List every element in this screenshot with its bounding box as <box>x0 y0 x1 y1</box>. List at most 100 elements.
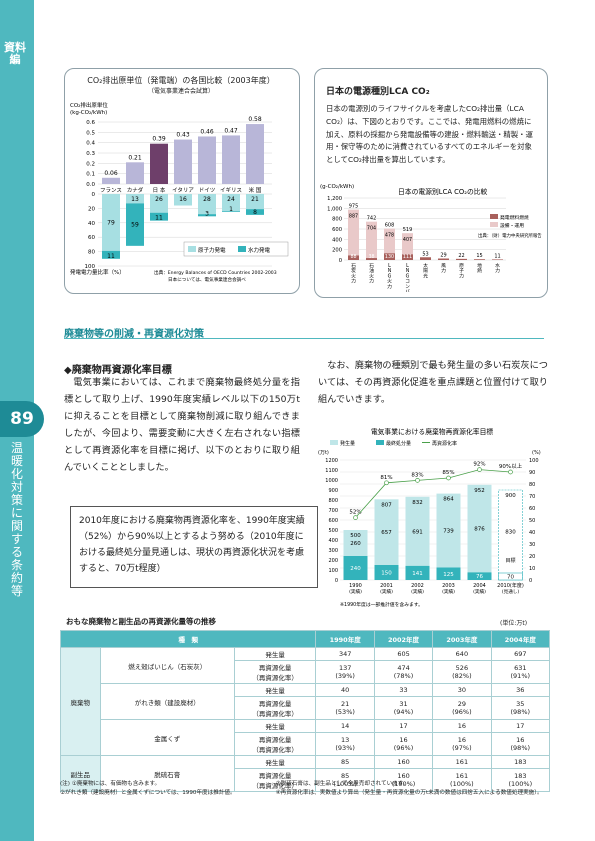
header-cell: 種 類 <box>59 630 317 648</box>
c1-nuclear-label: 21 <box>251 196 259 203</box>
c3-rate-label: 81% <box>380 475 392 481</box>
c3-ytick-left: 1200 <box>325 458 338 464</box>
c2-total-label: 608 <box>385 223 395 229</box>
c2-source-label: 地熱 <box>477 262 482 274</box>
c2-legend-fuel: 発電燃料燃焼 <box>500 214 529 221</box>
c1-co2-bar <box>150 143 168 184</box>
c3-rate-label: 85% <box>442 470 454 476</box>
c2-facility-label: 88 <box>350 254 356 260</box>
item-name-cell: 金属くず <box>99 719 235 756</box>
c3-target-label: 目標 <box>505 557 515 564</box>
c3-year-label: 2010(年度) <box>497 582 524 589</box>
c3-year-label: 2003 <box>442 583 455 589</box>
c1-hydro-bar <box>246 209 264 215</box>
c1-country-label: カナダ <box>127 186 144 194</box>
c3-legend-label: 発生量 <box>340 440 355 447</box>
c3-disposal-label: 150 <box>381 571 392 577</box>
c2-ytick: 1,000 <box>327 206 342 212</box>
c1-legend-hydro-swatch <box>238 246 246 252</box>
c3-generation-label: 952 <box>474 488 485 494</box>
value-cell: 35 (98%) <box>490 696 551 720</box>
row-label: 発生量 <box>233 683 317 697</box>
c2-total-label: 11 <box>494 253 500 259</box>
c2-total-label: 15 <box>476 253 482 259</box>
c3-rate-point <box>353 515 358 520</box>
c1-nuclear-label: 79 <box>107 219 115 226</box>
c2-total-bar <box>492 259 503 260</box>
c1-legend-nuclear: 原子力発電 <box>198 246 226 254</box>
c2-fuel-bar <box>384 228 395 254</box>
c1-hydro-bar <box>198 214 216 217</box>
item-name-cell: 脱硫石膏 <box>99 755 235 792</box>
c1-country-label: ドイツ <box>199 188 216 194</box>
c2-fuel-label: 887 <box>349 214 358 220</box>
c1-co2-label: 0.47 <box>224 127 238 134</box>
c2-total-label: 29 <box>440 253 446 259</box>
c3-ytick-right: 0 <box>529 578 532 584</box>
c1-btick: 80 <box>88 250 95 256</box>
subheading: ◆廃棄物再資源化率目標 <box>64 365 172 376</box>
c1-ytick: 0.4 <box>86 141 95 147</box>
table-header-row: 種 類 1990年度 2002年度 2003年度 2004年度 <box>59 630 551 648</box>
recycling-table: 種 類 1990年度 2002年度 2003年度 2004年度 廃棄物 燃え殻ばいじん（石炭… <box>59 630 551 792</box>
side-title: 温暖化対策に関する条約等 <box>10 441 23 598</box>
c1-nuclear-label: 26 <box>155 196 163 203</box>
c3-disposal-bar <box>374 565 399 580</box>
c1-co2-bar <box>222 135 240 184</box>
c2-source-note: 出典：（財）電力中央研究所報告 <box>478 232 542 239</box>
c2-legend-facility-swatch <box>490 222 498 227</box>
value-cell: 29 (96%) <box>432 696 492 720</box>
c1-ytick: 0.3 <box>86 151 95 157</box>
c2-facility-label: 111 <box>403 254 412 260</box>
table-notes: (注) ①廃棄物には、有価物も含みます。 ②がれき類（建設廃材）と金属くずについて… <box>60 780 543 798</box>
value-cell: 183 (100%) <box>490 768 551 792</box>
value-cell: 347 <box>315 647 375 661</box>
value-cell: 161 <box>432 755 492 769</box>
c3-ytick-left: 0 <box>335 578 338 584</box>
c2-legend-fuel-swatch <box>490 214 498 219</box>
c3-ytick-left: 1100 <box>325 468 338 474</box>
c1-ytick: 0.2 <box>86 161 95 167</box>
c1-yunit: (kg-CO₂/kWh) <box>70 110 107 116</box>
c3-ytick-right: 10 <box>529 566 535 572</box>
c3-rate-point <box>384 480 389 486</box>
table-unit: (単位:万t) <box>500 620 528 627</box>
c1-co2-label: 0.21 <box>128 154 142 161</box>
c3-year-sub: (実績) <box>380 588 393 595</box>
c1-nuclear-bar <box>150 194 168 213</box>
c2-fuel-label: 704 <box>367 226 376 232</box>
page-number: 89 <box>0 401 44 437</box>
value-cell: 21 (53%) <box>315 696 375 720</box>
c2-source-label: 太陽光 <box>423 262 428 279</box>
c1-co2-label: 0.39 <box>152 136 166 143</box>
value-cell: 85 <box>315 755 375 769</box>
value-cell: 16 (96%) <box>373 732 434 756</box>
c3-disposal-bar <box>405 565 430 580</box>
row-label: 発生量 <box>233 755 317 769</box>
c3-reuse-label: 657 <box>381 530 392 536</box>
table-row: 再資源化量 （再資源化率） 13 (93%) 16 (96%) 16 (97%) 16 (98%) <box>61 732 551 756</box>
table-row: がれき類（建設廃材） 発生量 40 33 30 36 <box>61 683 551 720</box>
paragraph-2: なお、廃棄物の種類別で最も発生量の多い石炭灰については、その再資源化促進を重点課… <box>318 360 548 405</box>
c3-disposal-bar <box>467 572 492 580</box>
c3-generation-label: 500 <box>350 533 361 539</box>
c1-ytick: 0.0 <box>86 182 95 188</box>
c1-hydro-bar <box>102 250 120 259</box>
note-4: ④再資源化率は、実数値より算出（発生量・再資源化量の万t未満の数値は四捨五入によ… <box>275 790 543 796</box>
table-row: 再資源化量 （再資源化率） 85 (100%) 160 (100%) 161 (100%) 18… <box>61 768 551 792</box>
c1-title: CO₂排出原単位（発電端）の各国比較（2003年度） <box>87 76 275 85</box>
c1-nuclear-label: 28 <box>203 196 211 203</box>
c1-legend-box <box>183 241 289 257</box>
section-heading: 廃棄物等の削減・再資源化対策 <box>64 329 204 340</box>
c3-disposal-label: 240 <box>350 566 361 572</box>
c1-nuclear-bar <box>126 194 144 204</box>
c2-source-label: 原子力 <box>459 263 464 279</box>
c3-year-sub: (実績) <box>442 588 455 595</box>
c3-generation-bar <box>467 484 492 580</box>
c1-co2-label: 0.58 <box>248 116 262 123</box>
c1-nuclear-bar <box>222 194 240 212</box>
c3-title: 電気事業における廃棄物再資源化率目標 <box>371 427 494 436</box>
c3-ytick-left: 100 <box>328 568 338 574</box>
value-cell: 40 <box>315 683 375 697</box>
c3-disposal-bar <box>436 567 461 580</box>
